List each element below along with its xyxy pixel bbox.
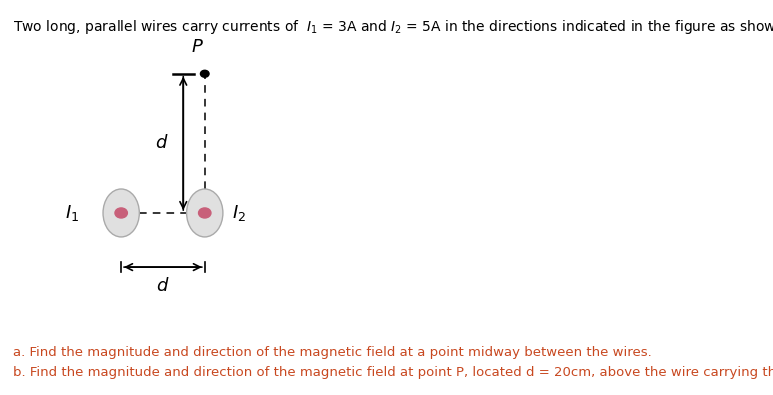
Text: $d$: $d$: [156, 277, 170, 295]
Text: b. Find the magnitude and direction of the magnetic field at point P, located d : b. Find the magnitude and direction of t…: [13, 366, 773, 379]
Text: $d$: $d$: [155, 134, 169, 152]
Circle shape: [200, 70, 209, 77]
Text: $I_1$: $I_1$: [65, 203, 79, 223]
Ellipse shape: [103, 189, 139, 237]
Text: $I_2$: $I_2$: [233, 203, 247, 223]
Text: a. Find the magnitude and direction of the magnetic field at a point midway betw: a. Find the magnitude and direction of t…: [13, 346, 652, 359]
Text: $P$: $P$: [191, 38, 204, 56]
Text: Two long, parallel wires carry currents of  $I_1$ = 3A and $I_2$ = 5A in the dir: Two long, parallel wires carry currents …: [13, 18, 773, 36]
Circle shape: [115, 208, 128, 218]
Circle shape: [199, 208, 211, 218]
Ellipse shape: [186, 189, 223, 237]
